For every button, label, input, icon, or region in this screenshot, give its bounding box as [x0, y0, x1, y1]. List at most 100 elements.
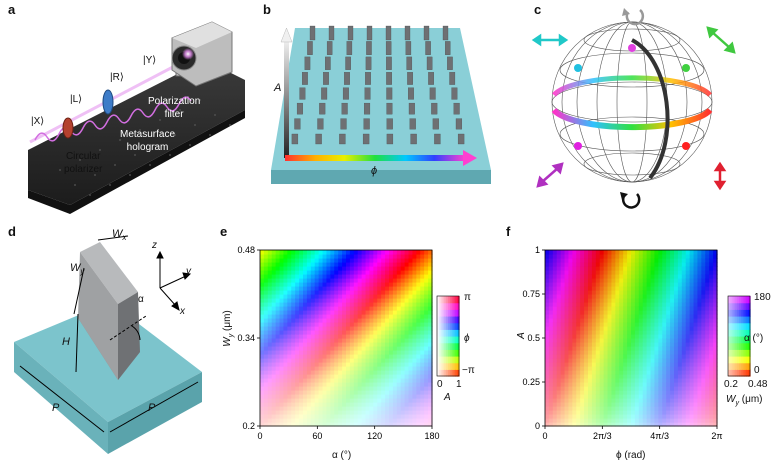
heatmap-cell [701, 302, 706, 307]
heatmap-cell [689, 274, 695, 279]
heatmap-cell [623, 298, 628, 303]
heatmap-cell [420, 346, 425, 351]
heatmap-cell [279, 414, 285, 419]
heatmap-cell [560, 290, 566, 295]
heatmap-cell [260, 262, 265, 267]
heatmap-cell [381, 258, 386, 263]
heatmap-cell [545, 294, 550, 299]
heatmap-cell [338, 254, 343, 259]
heatmap-cell [658, 290, 663, 295]
heatmap-cell [310, 362, 316, 367]
heatmap-cell [576, 402, 581, 407]
heatmap-cell [662, 318, 667, 323]
heatmap-cell [623, 354, 628, 359]
heatmap-cell [556, 270, 562, 275]
heatmap-cell [674, 358, 679, 363]
heatmap-cell [709, 358, 714, 363]
heatmap-cell [267, 314, 273, 319]
heatmap-cell [588, 286, 593, 291]
heatmap-cell [674, 318, 679, 323]
heatmap-cell [685, 302, 691, 307]
heatmap-cell [646, 286, 652, 291]
heatmap-cell [271, 262, 277, 267]
heatmap-cell [740, 342, 744, 350]
heatmap-cell [611, 282, 616, 287]
heatmap-cell [306, 262, 312, 267]
heatmap-cell [361, 410, 367, 415]
heatmap-cell [615, 330, 620, 335]
heatmap-cell [634, 298, 640, 303]
heatmap-cell [709, 342, 714, 347]
wx-label: Wx [112, 228, 127, 243]
heatmap-cell [701, 390, 706, 395]
heatmap-cell [283, 342, 288, 347]
heatmap-cell [564, 338, 570, 343]
heatmap-cell [416, 302, 421, 307]
heatmap-cell [588, 370, 593, 375]
heatmap-cell [599, 298, 605, 303]
heatmap-cell [638, 422, 644, 427]
heatmap-cell [634, 302, 640, 307]
heatmap-cell [322, 370, 328, 375]
heatmap-cell [346, 418, 351, 423]
heatmap-cell [548, 306, 554, 311]
heatmap-cell [295, 334, 300, 339]
heatmap-cell [728, 296, 731, 304]
heatmap-cell [420, 418, 425, 423]
heatmap-cell [705, 382, 710, 387]
heatmap-cell [548, 318, 554, 323]
heatmap-cell [342, 382, 347, 387]
heatmap-cell [260, 378, 265, 383]
heatmap-cell [342, 298, 347, 303]
heatmap-cell [638, 334, 644, 339]
heatmap-cell [654, 278, 659, 283]
heatmap-cell [451, 322, 455, 330]
heatmap-cell [603, 254, 609, 259]
heatmap-cell [670, 338, 675, 343]
heatmap-cell [615, 406, 620, 411]
heatmap-cell [322, 358, 328, 363]
heatmap-cell [271, 270, 277, 275]
heatmap-cell [740, 329, 744, 337]
heatmap-cell [681, 338, 687, 343]
heatmap-cell [404, 270, 410, 275]
heatmap-cell [697, 402, 702, 407]
heatmap-cell [739, 322, 742, 330]
heatmap-cell [693, 314, 699, 319]
heatmap-cell [627, 390, 632, 395]
heatmap-cell [599, 386, 605, 391]
heatmap-cell [271, 258, 277, 263]
heatmap-cell [588, 326, 593, 331]
heatmap-cell [314, 334, 320, 339]
heatmap-cell [446, 302, 449, 310]
heatmap-cell [681, 266, 687, 271]
heatmap-cell [381, 338, 386, 343]
heatmap-cell [412, 342, 417, 347]
heatmap-cell [416, 422, 421, 427]
heatmap-cell [595, 306, 601, 311]
heatmap-cell [591, 266, 597, 271]
heatmap-cell [338, 398, 343, 403]
heatmap-cell [646, 398, 652, 403]
heatmap-cell [448, 369, 451, 377]
heatmap-cell [748, 296, 751, 304]
nanopillar [410, 133, 417, 145]
heatmap-cell [299, 290, 304, 295]
heatmap-cell [346, 302, 351, 307]
heatmap-cell [330, 294, 335, 299]
heatmap-cell [634, 414, 640, 419]
heatmap-cell [599, 390, 605, 395]
heatmap-cell [442, 309, 445, 317]
heatmap-cell [306, 306, 312, 311]
heatmap-cell [658, 274, 663, 279]
heatmap-cell [330, 274, 335, 279]
heatmap-cell [701, 250, 706, 255]
heatmap-cell [642, 310, 648, 315]
heatmap-cell [603, 266, 609, 271]
heatmap-cell [564, 410, 570, 415]
heatmap-cell [385, 270, 390, 275]
heatmap-cell [338, 278, 343, 283]
heatmap-cell [338, 282, 343, 287]
heatmap-cell [416, 410, 421, 415]
heatmap-cell [449, 356, 453, 364]
